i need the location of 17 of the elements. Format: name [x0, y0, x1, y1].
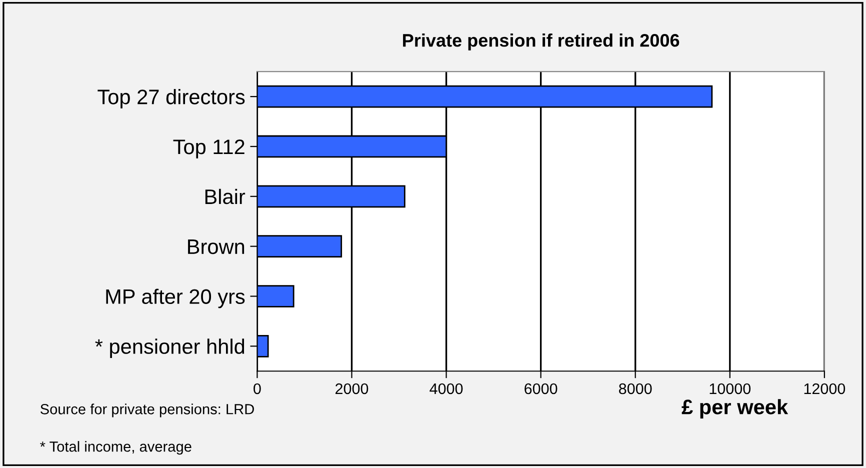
x-tick-label: 10000: [710, 383, 751, 394]
y-tick-label: MP after 20 yrs: [106, 288, 245, 308]
y-tick-label: Top 27 directors: [98, 89, 245, 108]
text: * Total income, average: [40, 441, 192, 455]
y-tick-label: Brown: [188, 240, 244, 254]
x-tick-label: 0: [254, 383, 261, 394]
y-tick-label: Blair: [205, 188, 246, 204]
x-tick-label: 4000: [430, 383, 463, 394]
source-note: Source for private pensions: LRD: [40, 404, 254, 418]
y-tick-label: Top 112: [173, 139, 244, 158]
x-axis-title: £ per week: [682, 399, 788, 419]
chart-title: Private pension if retired in 2006: [403, 34, 680, 50]
x-tick-label: 2000: [336, 383, 368, 394]
x-tick-label: 8000: [619, 383, 652, 394]
x-tick-label: 12000: [804, 383, 846, 394]
x-tick-label: 6000: [524, 383, 558, 394]
y-tick-label: * pensioner hhld: [95, 338, 244, 358]
